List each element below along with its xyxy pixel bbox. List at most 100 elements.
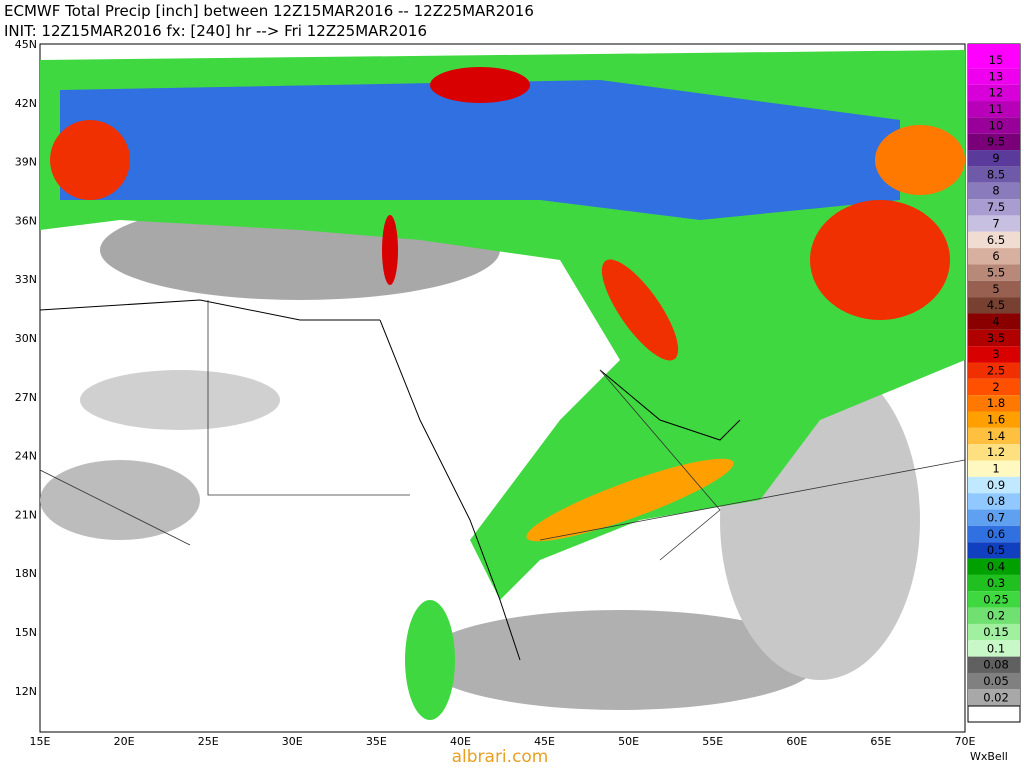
- latitude-label: 24N: [15, 450, 37, 463]
- border: [40, 300, 965, 561]
- longitude-label: 45E: [534, 735, 555, 748]
- colorbar-swatch: [968, 607, 1020, 624]
- latitude-labels: 45N 42N 39N 36N 33N 30N 27N 24N 21N 18N 15N 12N: [15, 38, 37, 698]
- colorbar-label: 1.2: [987, 445, 1005, 459]
- colorbar-label: 3.5: [987, 331, 1005, 345]
- longitude-label: 60E: [786, 735, 807, 748]
- title-line-1: ECMWF Total Precip [inch] between 12Z15M…: [4, 2, 534, 20]
- colorbar-swatch: [968, 199, 1020, 216]
- colorbar-label: 0.08: [983, 658, 1009, 672]
- colorbar-label: 0.6: [987, 527, 1005, 541]
- colorbar-swatch: [968, 395, 1020, 412]
- colorbar-swatch: [968, 542, 1020, 559]
- colorbar-swatch: [968, 444, 1020, 461]
- longitude-label: 65E: [870, 735, 891, 748]
- colorbar-swatch: [968, 689, 1020, 706]
- colorbar-swatch: [968, 427, 1020, 445]
- colorbar-swatch: [968, 493, 1020, 510]
- colorbar-label: 0.05: [983, 674, 1009, 688]
- colorbar-label: 12: [989, 86, 1004, 100]
- colorbar-label: 0.02: [983, 690, 1009, 704]
- colorbar-swatch: [968, 297, 1020, 314]
- colorbar-label: 0.7: [987, 511, 1005, 525]
- longitude-label: 40E: [450, 735, 471, 748]
- colorbar-swatch: [968, 68, 1020, 85]
- longitude-label: 55E: [702, 735, 723, 748]
- watermark: albrari.com: [452, 747, 549, 767]
- latitude-label: 12N: [15, 685, 37, 698]
- precip-red: [430, 67, 530, 103]
- colorbar-label: 7.5: [987, 200, 1005, 214]
- precip-red: [601, 259, 679, 361]
- colorbar-label: 2: [992, 380, 999, 394]
- colorbar-swatch: [968, 591, 1020, 608]
- map-field: [39, 43, 966, 733]
- colorbar-swatch: [968, 248, 1020, 265]
- latitude-label: 15N: [15, 626, 37, 639]
- colorbar-label: 4: [992, 314, 999, 328]
- colorbar-label: 4.5: [987, 298, 1005, 312]
- colorbar-swatch: [968, 215, 1020, 232]
- colorbar-swatch: [968, 280, 1020, 298]
- colorbar-label: 0.3: [987, 576, 1005, 590]
- latitude-label: 36N: [15, 214, 37, 227]
- longitude-label: 70E: [955, 735, 976, 748]
- colorbar-swatch: [968, 166, 1020, 183]
- latitude-label: 27N: [15, 391, 37, 404]
- colorbar-label: 0.2: [987, 609, 1005, 623]
- credit: WxBell: [970, 750, 1008, 763]
- colorbar-label: 10: [989, 118, 1004, 132]
- colorbar-swatch: [968, 640, 1020, 657]
- colorbar-swatch: [968, 182, 1020, 200]
- colorbar-label: 0.5: [987, 543, 1005, 557]
- colorbar-label: 0.4: [987, 560, 1005, 574]
- colorbar-label: 1.6: [987, 413, 1005, 427]
- precip-red: [810, 200, 950, 320]
- latitude-label: 21N: [15, 508, 37, 521]
- precip-gray: [40, 460, 200, 540]
- longitude-labels: 15E 20E 25E 30E 35E 40E 45E 50E 55E 60E 65E 70E: [30, 735, 976, 748]
- colorbar-swatch: [968, 362, 1020, 379]
- latitude-label: 45N: [15, 38, 37, 51]
- precip-gray: [80, 370, 280, 430]
- longitude-label: 25E: [198, 735, 219, 748]
- colorbar-label: 15: [989, 53, 1004, 67]
- colorbar-label: 1.4: [987, 429, 1005, 443]
- colorbar-label: 0.15: [983, 625, 1009, 639]
- colorbar-swatch: [967, 705, 1021, 723]
- colorbar-swatch: [968, 329, 1020, 347]
- precip-gray: [420, 610, 820, 710]
- precip-orange: [875, 125, 965, 195]
- colorbar-swatch: [968, 460, 1020, 477]
- colorbar-label: 0.8: [987, 494, 1005, 508]
- colorbar-label: 8.5: [987, 167, 1005, 181]
- colorbar-label: 11: [989, 102, 1004, 116]
- colorbar-label: 9: [992, 151, 999, 165]
- title-line-2: INIT: 12Z15MAR2016 fx: [240] hr --> Fri …: [4, 22, 427, 40]
- colorbar-swatch: [968, 84, 1020, 102]
- longitude-label: 35E: [366, 735, 387, 748]
- colorbar-swatch: [968, 101, 1020, 118]
- colorbar-swatch: [968, 378, 1020, 396]
- colorbar-label: 3: [992, 347, 999, 361]
- latitude-label: 33N: [15, 273, 37, 286]
- colorbar-swatch: [968, 574, 1020, 592]
- colorbar-label: 1: [992, 462, 999, 476]
- latitude-label: 39N: [15, 156, 37, 169]
- precip-red: [382, 215, 398, 285]
- colorbar-swatch: [968, 509, 1020, 526]
- precip-orange: [526, 458, 734, 542]
- colorbar-swatch: [968, 623, 1020, 641]
- colorbar-swatch: [968, 525, 1020, 543]
- colorbar-swatch: [968, 672, 1020, 690]
- colorbar-swatch: [968, 346, 1020, 363]
- latitude-label: 18N: [15, 567, 37, 580]
- colorbar-swatch: [968, 133, 1020, 151]
- colorbar-swatch: [968, 117, 1020, 134]
- colorbar-label: 9.5: [987, 135, 1005, 149]
- longitude-label: 20E: [114, 735, 135, 748]
- colorbar-swatch: [968, 231, 1020, 249]
- precip-blue: [60, 80, 900, 220]
- colorbar-swatch: [968, 558, 1020, 575]
